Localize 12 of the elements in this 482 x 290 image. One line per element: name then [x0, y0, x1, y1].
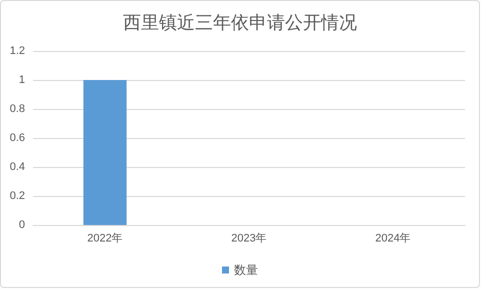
- y-tick-label: 0.2: [10, 190, 25, 202]
- y-tick-label: 0: [18, 219, 25, 231]
- x-tick-label: 2022年: [87, 232, 123, 244]
- y-tick-label: 1: [18, 74, 25, 86]
- y-tick-label: 0.4: [10, 161, 25, 173]
- y-tick-label: 0.8: [10, 103, 25, 115]
- y-tick-label: 0.6: [10, 132, 25, 144]
- y-tick-label: 1.2: [10, 45, 25, 57]
- x-tick-label: 2024年: [375, 232, 411, 244]
- x-tick-label: 2023年: [231, 232, 267, 244]
- legend-label: 数量: [234, 263, 258, 277]
- chart-title: 西里镇近三年依申请公开情况: [123, 12, 357, 34]
